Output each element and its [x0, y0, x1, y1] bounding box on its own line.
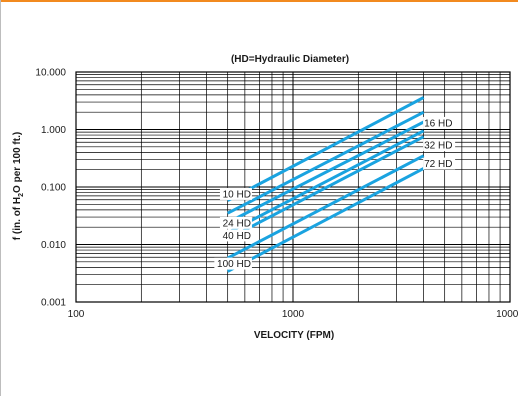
y-axis-label-part-1: f (in. of H [12, 197, 23, 240]
series-label: 10 HD [223, 189, 251, 200]
series-line-2 [226, 110, 425, 215]
series-label: 40 HD [223, 231, 251, 242]
series-label: 32 HD [424, 141, 452, 152]
series-label: 16 HD [424, 118, 452, 129]
series-label-backdrop [423, 139, 456, 152]
label-layer: 10 HD 24 HD 40 HD 100 HD 16 HD 32 HD 72 HD [214, 116, 456, 270]
series-line-4 [226, 129, 425, 235]
series-line-7 [226, 167, 425, 273]
y-tick-label: 0.001 [41, 298, 66, 309]
grid-layer [75, 71, 511, 303]
left-border-rule [0, 0, 1, 396]
series-label: 72 HD [424, 159, 452, 170]
series-label-backdrop [219, 216, 252, 229]
y-tick-label: 10.000 [35, 68, 66, 79]
series-label-backdrop [219, 187, 252, 200]
chart-title: (HD=Hydraulic Diameter) [231, 54, 349, 65]
y-axis-label-subscript: 2 [18, 193, 25, 197]
plot-frame [75, 71, 511, 303]
y-axis-label-part-2: O per 100 ft.) [12, 132, 23, 193]
series-layer [226, 96, 425, 273]
series-label: 100 HD [217, 259, 251, 270]
y-axis-label: f (in. of H2O per 100 ft.) [12, 132, 25, 240]
series-label: 24 HD [223, 218, 251, 229]
series-line-3 [226, 120, 425, 224]
x-tick-label: 1000 [282, 309, 305, 320]
series-label-backdrop [423, 116, 456, 129]
x-tick-label: 100 [68, 309, 85, 320]
x-axis-label: VELOCITY (FPM) [254, 330, 334, 341]
y-tick-label: 0.100 [41, 183, 66, 194]
series-label-backdrop [219, 229, 252, 242]
series-label-backdrop [423, 157, 456, 170]
series-line-5 [226, 135, 425, 241]
y-tick-label: 1.000 [41, 125, 66, 136]
series-line-1 [226, 96, 425, 202]
series-line-6 [226, 154, 425, 260]
series-label-backdrop [214, 257, 252, 270]
y-tick-label: 0.010 [41, 240, 66, 251]
top-accent-rule [0, 0, 518, 2]
